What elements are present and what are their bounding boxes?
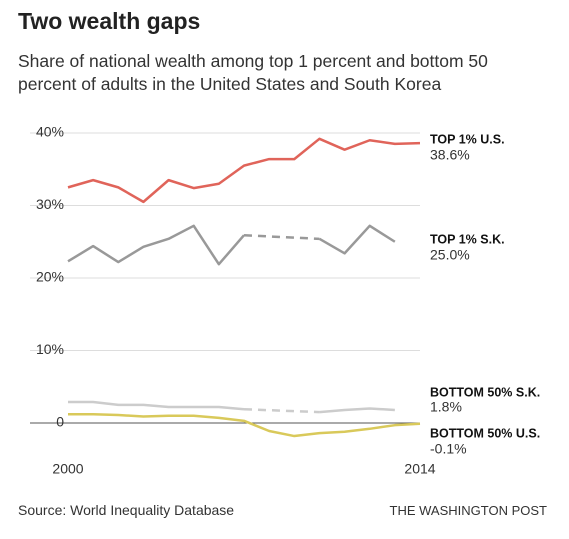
- series-label: BOTTOM 50% U.S.: [430, 426, 540, 440]
- x-tick-label: 2000: [52, 461, 83, 477]
- x-tick-label: 2014: [404, 461, 435, 477]
- gap-bridge: [243, 233, 320, 241]
- credit: THE WASHINGTON POST: [389, 503, 547, 518]
- series-line: [68, 400, 245, 411]
- end-value-label: -0.1%: [430, 441, 467, 457]
- series-line: [67, 137, 421, 204]
- y-tick-label: 10%: [36, 341, 64, 357]
- end-value-label: 38.6%: [430, 147, 470, 163]
- y-tick-label: 30%: [36, 196, 64, 212]
- series-line: [67, 224, 245, 266]
- series-line: [68, 413, 421, 438]
- source: Source: World Inequality Database: [18, 502, 235, 518]
- end-value-label: 25.0%: [430, 247, 470, 263]
- chart-title: Two wealth gaps: [18, 8, 201, 34]
- series-label: TOP 1% S.K.: [430, 232, 505, 246]
- y-tick-label: 20%: [36, 269, 64, 285]
- series-line: [318, 224, 396, 255]
- gap-bridge: [243, 407, 320, 414]
- series-label: BOTTOM 50% S.K.: [430, 385, 540, 399]
- y-tick-label: 40%: [36, 124, 64, 140]
- series-label: TOP 1% U.S.: [430, 132, 505, 146]
- series-line: [319, 407, 395, 414]
- end-value-label: 1.8%: [430, 399, 462, 415]
- y-tick-label: 0: [56, 414, 64, 430]
- chart-subtitle: Share of national wealth among top 1 per…: [18, 51, 488, 94]
